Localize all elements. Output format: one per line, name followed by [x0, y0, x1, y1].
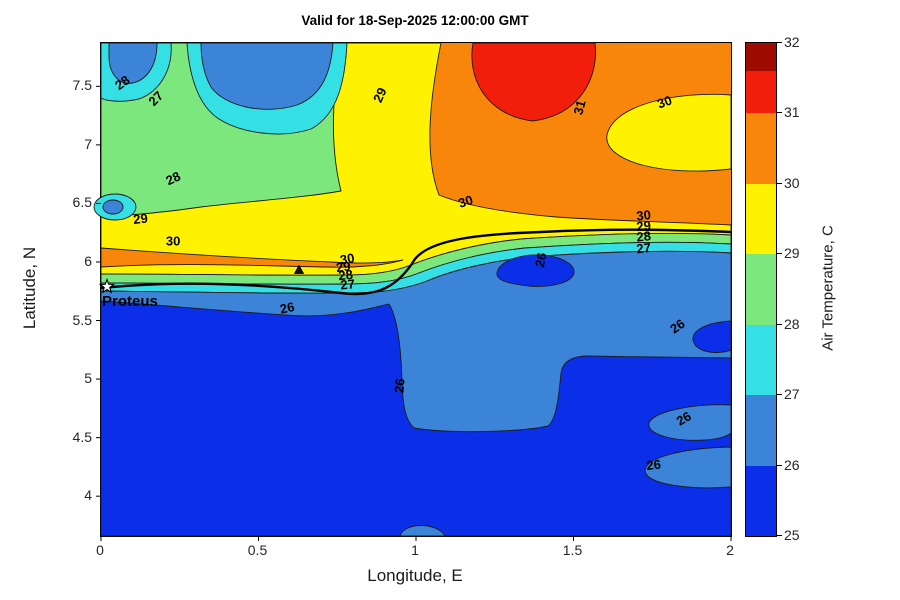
colorbar-tick-label: 29 — [784, 245, 810, 261]
y-tick-label: 5.5 — [52, 312, 92, 328]
x-tick-label: 2 — [708, 542, 752, 558]
contour-label-26: 26 — [646, 457, 662, 473]
figure-window: Valid for 18-Sep-2025 12:00:00 GMT — [0, 0, 900, 600]
y-tick-label: 7.5 — [52, 77, 92, 93]
contour-label-26: 26 — [532, 251, 550, 268]
contour-label-26: 26 — [391, 378, 407, 394]
y-tick-label: 6.5 — [52, 194, 92, 210]
contour-label-29: 29 — [133, 211, 149, 227]
colorbar-segment-26 — [746, 395, 776, 465]
contour-label-27: 27 — [636, 240, 652, 256]
contour-label-30: 30 — [166, 234, 180, 249]
colorbar-tick-label: 28 — [784, 316, 810, 332]
figure-title: Valid for 18-Sep-2025 12:00:00 GMT — [100, 13, 730, 28]
y-tick-label: 6 — [52, 253, 92, 269]
x-tick-label: 1.5 — [551, 542, 595, 558]
x-tick-label: 0 — [78, 542, 122, 558]
colorbar-segment-28 — [746, 254, 776, 324]
colorbar-tick-mark — [777, 324, 782, 325]
x-tick-label: 1 — [393, 542, 437, 558]
colorbar-tick-label: 25 — [784, 527, 810, 543]
contour-label-26: 26 — [279, 299, 296, 317]
contour-label-27: 27 — [340, 276, 356, 292]
colorbar-tick-mark — [777, 394, 782, 395]
colorbar-segment-31 — [746, 71, 776, 113]
plot-area: Proteus 28272931302829303030292827302928… — [100, 42, 732, 537]
y-tick-label: 5 — [52, 370, 92, 386]
colorbar-tick-mark — [777, 112, 782, 113]
colorbar-tick-label: 31 — [784, 104, 810, 120]
colorbar-segment-29 — [746, 184, 776, 254]
colorbar-tick-label: 30 — [784, 175, 810, 191]
colorbar-tick-mark — [777, 535, 782, 536]
colorbar-tick-mark — [777, 42, 782, 43]
colorbar-segment-27 — [746, 325, 776, 395]
contour-map: Proteus 28272931302829303030292827302928… — [101, 43, 731, 536]
colorbar-segment-30 — [746, 113, 776, 183]
colorbar-tick-mark — [777, 253, 782, 254]
y-tick-label: 7 — [52, 136, 92, 152]
colorbar-tick-label: 32 — [784, 34, 810, 50]
x-tick-label: 0.5 — [236, 542, 280, 558]
colorbar-tick-label: 27 — [784, 386, 810, 402]
colorbar-segment-32 — [746, 43, 776, 71]
colorbar-tick-label: 26 — [784, 457, 810, 473]
colorbar — [745, 42, 777, 537]
colorbar-segment-25 — [746, 466, 776, 536]
y-tick-label: 4 — [52, 487, 92, 503]
y-axis-label: Latitude, N — [20, 247, 40, 329]
y-tick-label: 4.5 — [52, 429, 92, 445]
colorbar-label: Air Temperature, C — [820, 225, 837, 351]
colorbar-tick-mark — [777, 465, 782, 466]
proteus-label: Proteus — [102, 293, 158, 310]
x-axis-label: Longitude, E — [100, 566, 730, 586]
region-blue-west-core — [103, 200, 123, 214]
colorbar-tick-mark — [777, 183, 782, 184]
